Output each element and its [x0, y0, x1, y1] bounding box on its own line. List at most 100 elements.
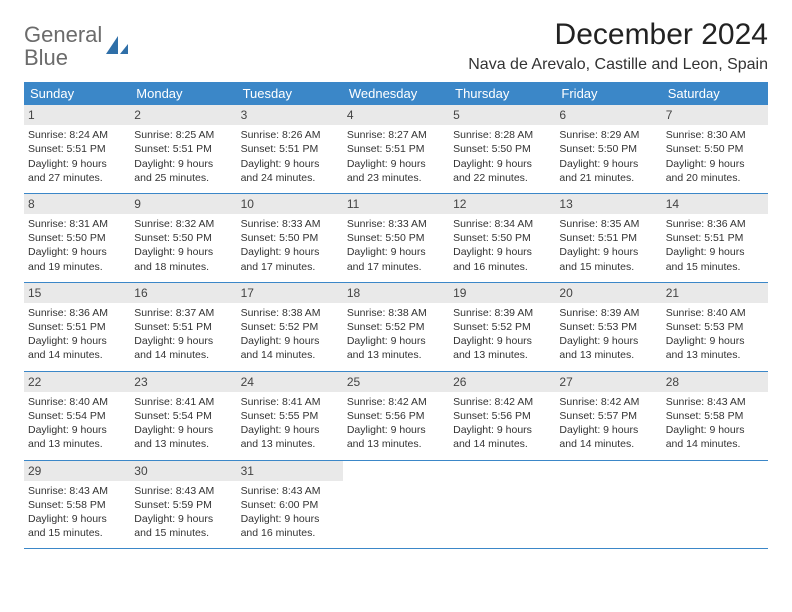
day-number: 22: [24, 372, 130, 392]
sunset-label: Sunset: 5:51 PM: [28, 320, 126, 334]
d2-label: and 13 minutes.: [134, 437, 232, 451]
day-cell: 20Sunrise: 8:39 AMSunset: 5:53 PMDayligh…: [555, 283, 661, 371]
d1-label: Daylight: 9 hours: [559, 334, 657, 348]
day-number: 11: [343, 194, 449, 214]
sunset-label: Sunset: 5:51 PM: [559, 231, 657, 245]
sunset-label: Sunset: 5:51 PM: [666, 231, 764, 245]
sunrise-label: Sunrise: 8:41 AM: [241, 395, 339, 409]
calendar: SundayMondayTuesdayWednesdayThursdayFrid…: [24, 82, 768, 549]
day-number: 5: [449, 105, 555, 125]
sunset-label: Sunset: 5:50 PM: [559, 142, 657, 156]
day-of-week-header: SundayMondayTuesdayWednesdayThursdayFrid…: [24, 82, 768, 105]
sunset-label: Sunset: 5:58 PM: [666, 409, 764, 423]
day-number: 4: [343, 105, 449, 125]
day-number: 29: [24, 461, 130, 481]
sunrise-label: Sunrise: 8:43 AM: [28, 484, 126, 498]
week-row: 8Sunrise: 8:31 AMSunset: 5:50 PMDaylight…: [24, 194, 768, 283]
sunrise-label: Sunrise: 8:42 AM: [559, 395, 657, 409]
d1-label: Daylight: 9 hours: [134, 157, 232, 171]
logo-sail-icon: [104, 34, 130, 60]
day-cell: 3Sunrise: 8:26 AMSunset: 5:51 PMDaylight…: [237, 105, 343, 193]
sunrise-label: Sunrise: 8:24 AM: [28, 128, 126, 142]
day-cell: 4Sunrise: 8:27 AMSunset: 5:51 PMDaylight…: [343, 105, 449, 193]
d1-label: Daylight: 9 hours: [134, 334, 232, 348]
day-number: 17: [237, 283, 343, 303]
sunrise-label: Sunrise: 8:43 AM: [666, 395, 764, 409]
sunset-label: Sunset: 5:50 PM: [347, 231, 445, 245]
day-number: 25: [343, 372, 449, 392]
sunrise-label: Sunrise: 8:26 AM: [241, 128, 339, 142]
week-row: 29 Sunrise: 8:43 AMSunset: 5:58 PM Dayligh…: [24, 461, 768, 550]
dow-cell: Wednesday: [343, 82, 449, 105]
sunrise-label: Sunrise: 8:25 AM: [134, 128, 232, 142]
sunrise-label: Sunrise: 8:35 AM: [559, 217, 657, 231]
sunrise-label: Sunrise: 8:30 AM: [666, 128, 764, 142]
day-cell: 2Sunrise: 8:25 AMSunset: 5:51 PMDaylight…: [130, 105, 236, 193]
sunset-label: Sunset: 5:51 PM: [241, 142, 339, 156]
day-cell: 7Sunrise: 8:30 AMSunset: 5:50 PMDaylight…: [662, 105, 768, 193]
sunrise-label: Sunrise: 8:40 AM: [666, 306, 764, 320]
d2-label: and 14 minutes.: [134, 348, 232, 362]
d1-label: Daylight: 9 hours: [666, 157, 764, 171]
day-number: 18: [343, 283, 449, 303]
d2-label: and 17 minutes.: [347, 260, 445, 274]
d1-label: Daylight: 9 hours: [28, 334, 126, 348]
day-cell: 9Sunrise: 8:32 AMSunset: 5:50 PMDaylight…: [130, 194, 236, 282]
d2-label: and 13 minutes.: [666, 348, 764, 362]
day-number: 15: [24, 283, 130, 303]
logo: General Blue: [24, 24, 130, 70]
weeks-container: 1Sunrise: 8:24 AMSunset: 5:51 PMDaylight…: [24, 105, 768, 549]
d1-label: Daylight: 9 hours: [134, 245, 232, 259]
d1-label: Daylight: 9 hours: [241, 512, 339, 526]
location-label: Nava de Arevalo, Castille and Leon, Spai…: [468, 56, 768, 74]
sunrise-label: Sunrise: 8:38 AM: [347, 306, 445, 320]
sunrise-label: Sunrise: 8:38 AM: [241, 306, 339, 320]
d1-label: Daylight: 9 hours: [453, 245, 551, 259]
day-number: 31: [237, 461, 343, 481]
sunset-label: Sunset: 5:56 PM: [453, 409, 551, 423]
sunset-label: Sunset: 5:51 PM: [347, 142, 445, 156]
sunset-label: Sunset: 5:58 PM: [28, 498, 126, 512]
d2-label: and 13 minutes.: [347, 348, 445, 362]
d2-label: and 15 minutes.: [28, 526, 126, 540]
day-cell: 8Sunrise: 8:31 AMSunset: 5:50 PMDaylight…: [24, 194, 130, 282]
day-number: 23: [130, 372, 236, 392]
day-cell: 16Sunrise: 8:37 AMSunset: 5:51 PMDayligh…: [130, 283, 236, 371]
d1-label: Daylight: 9 hours: [453, 157, 551, 171]
month-title: December 2024: [468, 18, 768, 52]
sunrise-label: Sunrise: 8:39 AM: [453, 306, 551, 320]
d1-label: Daylight: 9 hours: [28, 157, 126, 171]
d2-label: and 13 minutes.: [453, 348, 551, 362]
day-cell: 31Sunrise: 8:43 AMSunset: 6:00 PMDayligh…: [237, 461, 343, 549]
sunrise-label: Sunrise: 8:41 AM: [134, 395, 232, 409]
day-number: 28: [662, 372, 768, 392]
sunset-label: Sunset: 5:53 PM: [559, 320, 657, 334]
day-cell: 22Sunrise: 8:40 AMSunset: 5:54 PMDayligh…: [24, 372, 130, 460]
day-number: 16: [130, 283, 236, 303]
day-cell: 27Sunrise: 8:42 AMSunset: 5:57 PMDayligh…: [555, 372, 661, 460]
d2-label: and 24 minutes.: [241, 171, 339, 185]
sunset-label: Sunset: 5:52 PM: [347, 320, 445, 334]
sunset-label: Sunset: 5:56 PM: [347, 409, 445, 423]
day-number: 13: [555, 194, 661, 214]
dow-cell: Sunday: [24, 82, 130, 105]
day-cell: 6Sunrise: 8:29 AMSunset: 5:50 PMDaylight…: [555, 105, 661, 193]
day-number: 14: [662, 194, 768, 214]
sunset-label: Sunset: 5:50 PM: [453, 231, 551, 245]
sunrise-label: Sunrise: 8:39 AM: [559, 306, 657, 320]
sunrise-label: Sunrise: 8:32 AM: [134, 217, 232, 231]
d2-label: and 13 minutes.: [559, 348, 657, 362]
sunset-label: Sunset: 5:50 PM: [241, 231, 339, 245]
day-number: 19: [449, 283, 555, 303]
week-row: 15Sunrise: 8:36 AMSunset: 5:51 PMDayligh…: [24, 283, 768, 372]
sunrise-label: Sunrise: 8:28 AM: [453, 128, 551, 142]
d2-label: and 27 minutes.: [28, 171, 126, 185]
d1-label: Daylight: 9 hours: [559, 245, 657, 259]
d1-label: Daylight: 9 hours: [347, 157, 445, 171]
sunrise-label: Sunrise: 8:42 AM: [453, 395, 551, 409]
day-cell: 26Sunrise: 8:42 AMSunset: 5:56 PMDayligh…: [449, 372, 555, 460]
day-number: 27: [555, 372, 661, 392]
sunset-label: Sunset: 5:55 PM: [241, 409, 339, 423]
d1-label: Daylight: 9 hours: [28, 423, 126, 437]
d1-label: Daylight: 9 hours: [666, 245, 764, 259]
